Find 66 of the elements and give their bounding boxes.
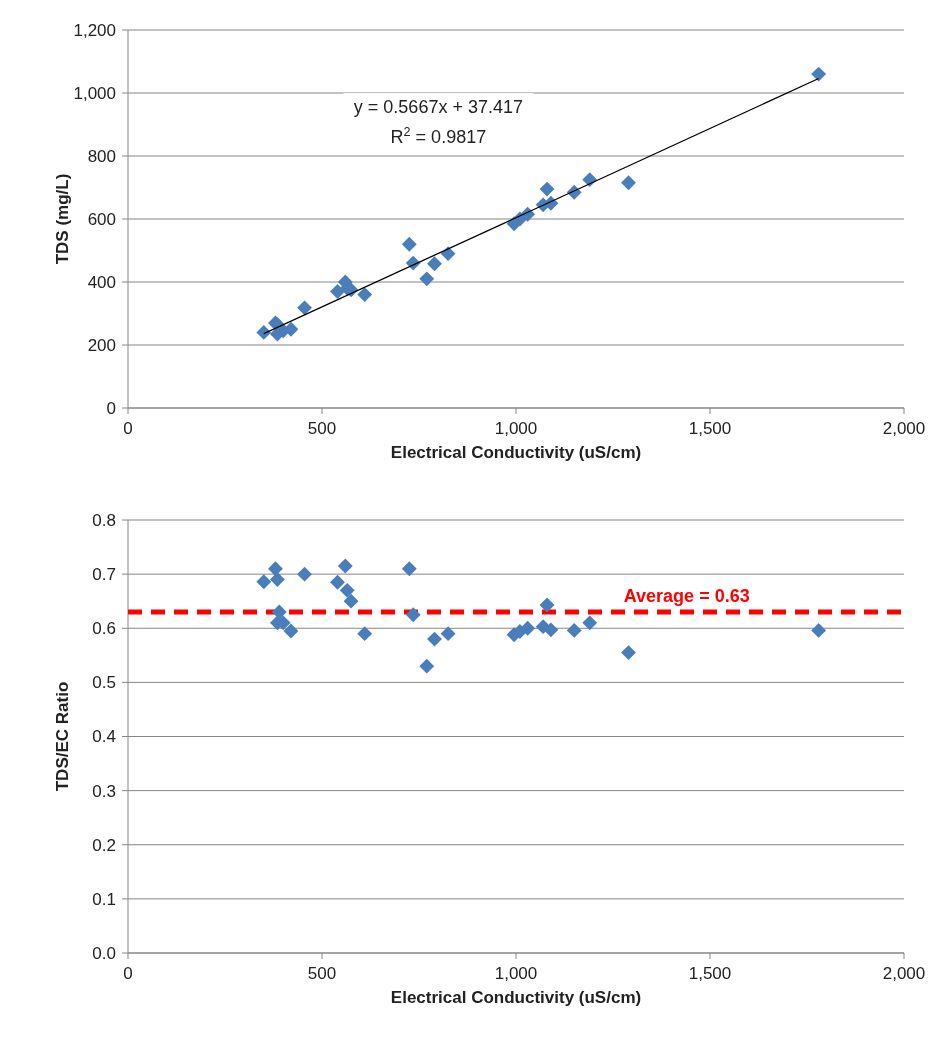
x-axis-title: Electrical Conductivity (uS/cm) xyxy=(390,988,642,1007)
x-tick-label: 500 xyxy=(307,419,337,438)
point xyxy=(269,572,285,587)
point xyxy=(539,181,555,197)
point xyxy=(405,607,421,623)
y-tick-label: 0.3 xyxy=(92,781,116,801)
annotation: y = 0.5667x + 37.417 xyxy=(353,97,523,118)
point xyxy=(401,561,417,577)
y-tick-label: 1,000 xyxy=(73,83,116,103)
x-tick-label: 2,000 xyxy=(882,964,926,983)
point xyxy=(419,271,435,287)
point xyxy=(427,256,442,272)
point xyxy=(427,631,442,647)
point xyxy=(811,622,827,638)
point xyxy=(268,561,283,577)
point xyxy=(330,574,345,590)
point xyxy=(539,597,555,613)
y-tick-label: 0.7 xyxy=(92,565,116,585)
point xyxy=(621,645,636,661)
x-tick-label: 0 xyxy=(123,419,133,438)
point xyxy=(256,324,272,340)
y-tick-label: 0.0 xyxy=(92,943,116,963)
point xyxy=(811,66,827,82)
y-tick-label: 0 xyxy=(106,398,116,418)
point xyxy=(566,622,582,638)
x-tick-label: 2,000 xyxy=(882,419,926,438)
x-tick-label: 1,500 xyxy=(688,964,732,983)
point xyxy=(357,287,373,303)
point xyxy=(256,574,272,590)
point xyxy=(401,236,417,252)
point xyxy=(330,284,345,299)
point xyxy=(297,566,312,582)
y-tick-label: 0.4 xyxy=(92,727,116,747)
y-tick-label: 400 xyxy=(87,272,116,292)
x-tick-label: 0 xyxy=(123,964,133,983)
y-tick-label: 800 xyxy=(87,146,116,166)
y-tick-label: 600 xyxy=(87,209,116,229)
y-tick-label: 0.2 xyxy=(92,835,116,855)
point xyxy=(543,622,559,638)
point xyxy=(337,558,353,574)
point xyxy=(271,604,287,620)
ref-line-label: Average = 0.63 xyxy=(623,586,750,607)
y-tick-label: 0.6 xyxy=(92,619,116,639)
y-axis-title: TDS/EC Ratio xyxy=(53,681,72,792)
y-axis-title: TDS (mg/L) xyxy=(53,173,72,265)
point xyxy=(343,593,359,609)
y-tick-label: 0.8 xyxy=(92,510,116,530)
x-tick-label: 1,000 xyxy=(494,964,538,983)
point xyxy=(419,658,435,674)
x-axis-title: Electrical Conductivity (uS/cm) xyxy=(390,443,642,462)
point xyxy=(520,620,536,636)
y-tick-label: 0.5 xyxy=(92,673,116,693)
point xyxy=(283,623,299,639)
y-tick-label: 0.1 xyxy=(92,889,116,909)
point xyxy=(297,300,312,316)
point xyxy=(357,626,373,642)
x-tick-label: 1,500 xyxy=(688,419,732,438)
annotation: R$^{2}$ = 0.9817 xyxy=(390,125,487,148)
point xyxy=(621,175,636,191)
point xyxy=(339,582,355,598)
x-tick-label: 500 xyxy=(307,964,337,983)
point xyxy=(582,615,598,631)
point xyxy=(440,626,456,642)
x-tick-label: 1,000 xyxy=(494,419,538,438)
y-tick-label: 1,200 xyxy=(73,20,116,40)
y-tick-label: 200 xyxy=(87,335,116,355)
